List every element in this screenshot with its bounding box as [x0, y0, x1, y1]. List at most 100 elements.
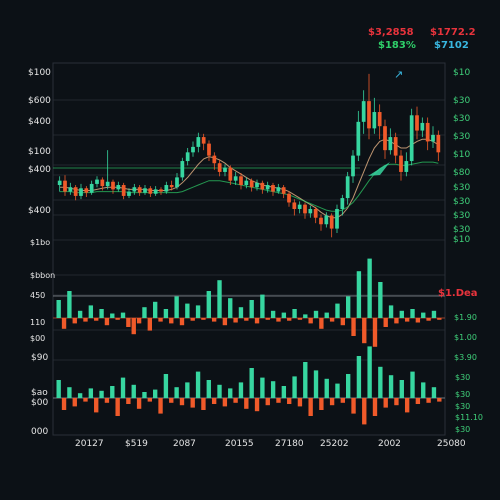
y-tick-left: 000 — [31, 427, 48, 437]
histogram-bar — [169, 398, 174, 403]
candle-body — [180, 161, 185, 178]
candle-body — [372, 112, 377, 129]
histogram-bar — [410, 371, 415, 398]
candle-body — [409, 115, 414, 162]
candle-body — [84, 188, 89, 193]
histogram-bar — [410, 309, 415, 318]
histogram-bar — [281, 386, 287, 398]
x-tick: 25080 — [437, 439, 466, 449]
histogram-bar — [233, 318, 238, 323]
histogram-bar — [110, 386, 115, 398]
histogram-bar — [356, 356, 362, 398]
histogram-bar — [276, 398, 281, 403]
y-tick-right: $30 — [455, 373, 470, 382]
candle-body — [57, 180, 62, 186]
y-tick-left: $90 — [31, 353, 48, 363]
histogram-bar — [153, 301, 158, 318]
y-tick-right: $1.00 — [454, 333, 477, 342]
header-values: $3,2858 $1772.2 $183% $7102 ↗ — [368, 27, 476, 81]
histogram-bar — [142, 392, 147, 398]
histogram-bar — [399, 310, 404, 318]
candle-body — [137, 187, 142, 193]
y-tick-right: $1.90 — [454, 313, 477, 322]
candle-body — [436, 134, 441, 153]
histogram-bar — [265, 398, 270, 406]
histogram-bar — [356, 271, 362, 318]
plot-frame — [52, 62, 446, 436]
histogram-bar — [222, 398, 228, 407]
candle-body — [431, 134, 435, 142]
histogram-bar — [185, 382, 190, 398]
price-panel — [57, 73, 441, 238]
candle-body — [100, 179, 105, 187]
x-tick: 25202 — [320, 439, 349, 449]
histogram-bar — [324, 312, 329, 318]
candle-body — [255, 182, 259, 188]
candle-body — [148, 188, 153, 194]
histogram-bar — [142, 307, 147, 318]
histogram-bar — [415, 318, 421, 323]
candle-body — [260, 182, 265, 190]
candle-body — [175, 177, 179, 188]
candle-body — [89, 183, 94, 193]
histogram-bar — [249, 368, 254, 398]
panel-annotation: $1.Dea — [438, 288, 478, 299]
candle-body — [153, 189, 158, 194]
y-tick-right: $10 — [453, 68, 470, 78]
y-tick-left: $1bo — [30, 238, 50, 247]
grid — [52, 62, 446, 436]
histogram-bar — [297, 318, 303, 320]
histogram-bar — [147, 398, 152, 402]
histogram-bar — [249, 300, 254, 318]
candle-body — [340, 198, 345, 209]
header-value: $3,2858 — [368, 27, 414, 38]
histogram-bar — [431, 310, 437, 318]
y-tick-left: $00 — [30, 334, 45, 343]
candle-body — [207, 143, 211, 156]
histogram-bar — [351, 398, 356, 414]
histogram-bar — [126, 318, 131, 327]
histogram-bar — [169, 318, 174, 324]
histogram-bar — [378, 366, 383, 398]
header-value: $7102 — [434, 40, 469, 51]
histogram-bar — [254, 318, 260, 324]
histogram-bar — [394, 398, 399, 406]
candle-body — [303, 204, 307, 214]
histogram-bar — [190, 318, 195, 321]
candle-body — [404, 161, 409, 172]
histogram-bar — [254, 398, 260, 412]
histogram-bar — [319, 398, 324, 410]
histogram-bar — [437, 318, 442, 320]
candle-body — [105, 181, 110, 187]
histogram-bar — [163, 374, 169, 398]
candle-body — [292, 202, 297, 209]
histogram-bar — [372, 318, 378, 347]
candle-body — [388, 137, 393, 151]
histogram-bar — [195, 371, 201, 398]
candle-body — [345, 176, 350, 199]
y-tick-right: $30 — [453, 197, 470, 207]
candle-body — [143, 188, 147, 193]
candle-body — [361, 101, 366, 122]
histogram-bar — [56, 300, 61, 318]
candle-body — [63, 180, 67, 192]
histogram-bar — [329, 398, 335, 406]
histogram-bar — [244, 318, 249, 321]
candle-body — [383, 126, 387, 151]
candle-body — [297, 204, 302, 209]
histogram-bar — [211, 318, 217, 322]
candle-body — [217, 163, 222, 172]
y-tick-right: $30 — [453, 132, 470, 142]
histogram-bar — [147, 318, 152, 331]
candle-body — [68, 187, 73, 192]
candle-body — [420, 122, 425, 131]
histogram-bar — [421, 382, 426, 398]
y-tick-right: $30 — [455, 425, 470, 434]
histogram-bar — [83, 318, 88, 322]
histogram-bar — [292, 376, 297, 398]
histogram-bar — [77, 310, 83, 318]
x-tick: 20127 — [75, 439, 104, 449]
histogram-bar — [61, 398, 67, 410]
y-tick-right: $11.10 — [455, 413, 483, 422]
